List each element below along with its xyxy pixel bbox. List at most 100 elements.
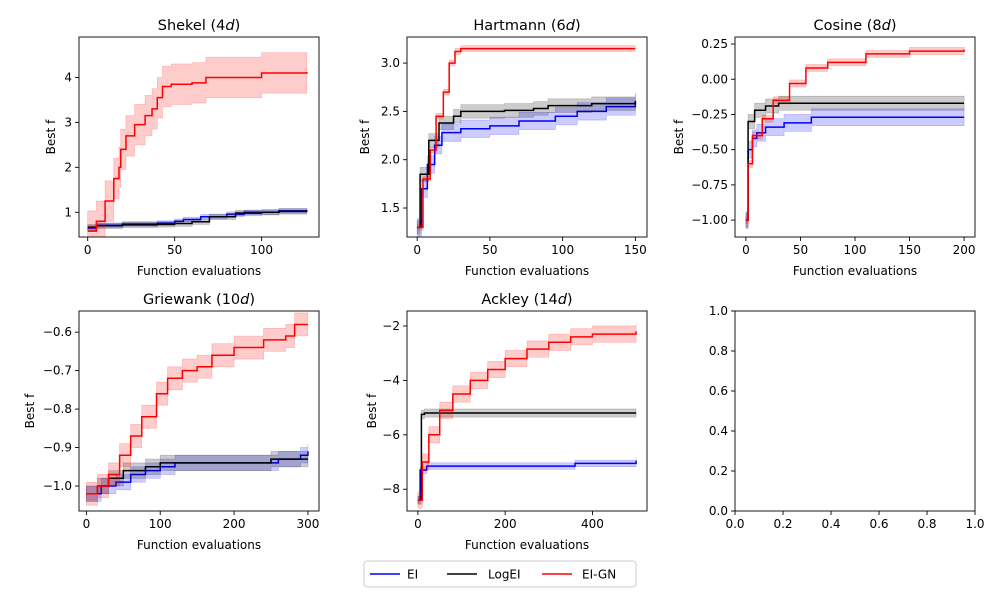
y-tick-label: −0.25 (691, 107, 728, 121)
axes-frame (406, 36, 648, 238)
x-tick-label: 0 (83, 517, 91, 531)
panel-title-variable: d (558, 292, 568, 308)
x-tick-label: 100 (250, 243, 273, 257)
panel-title-variable: d (225, 18, 235, 34)
x-tick-label: 150 (898, 243, 921, 257)
x-tick-label: 0 (84, 243, 92, 257)
band-ei-gn (86, 312, 309, 506)
x-tick-label: 0.2 (773, 517, 792, 531)
y-axis-label: Best f (358, 119, 372, 154)
panel-title-variable: d (240, 292, 250, 308)
plot-area (87, 51, 308, 237)
x-tick-label: 0.6 (869, 517, 888, 531)
y-tick-label: 0.6 (709, 384, 728, 398)
y-tick-label: 0.00 (701, 72, 728, 86)
panel-griewank-10: 0 100 200 300 −1.0 −0.9 −0.8 −0.7 −0.6 Function e… (23, 292, 320, 552)
y-tick-label: 2.0 (381, 153, 400, 167)
axes-frame (734, 36, 976, 238)
panel-title-text: Cosine (8 (813, 18, 881, 34)
x-tick-label: 0.4 (821, 517, 840, 531)
y-tick-label: 0.25 (701, 37, 728, 51)
panel-title-text: Griewank (10 (143, 292, 240, 308)
series-line-ei-gn (417, 331, 637, 501)
x-tick-label: 150 (624, 243, 647, 257)
y-tick-label: −4 (382, 373, 400, 387)
series-line-ei (417, 460, 637, 501)
x-axis-label: Function evaluations (793, 264, 917, 278)
panel-empty-panel: 0.0 0.2 0.4 0.6 0.8 1.0 0.0 0.2 0.4 0.6 0.8 1.0 (709, 304, 985, 531)
y-tick-label: 0.2 (709, 464, 728, 478)
x-tick-label: 100 (844, 243, 867, 257)
x-tick-label: 100 (149, 517, 172, 531)
panel-title: Hartmann (6d) (473, 18, 580, 34)
y-tick-label: −2 (382, 319, 400, 333)
legend-label-ei: EI (407, 568, 418, 582)
y-tick-label: 2.5 (381, 104, 400, 118)
panel-title: Shekel (4d) (158, 18, 241, 34)
panel-title: Cosine (8d) (813, 18, 896, 34)
panel-title-suffix: ) (249, 292, 255, 308)
panel-title-suffix: ) (567, 292, 573, 308)
legend: EI LogEI EI-GN (363, 560, 637, 588)
y-axis-label: Best f (365, 393, 379, 428)
series-line-logei (417, 412, 637, 501)
y-tick-label: 1.5 (381, 201, 400, 215)
y-tick-label: 3.0 (381, 56, 400, 70)
x-tick-label: 0 (413, 243, 421, 257)
y-tick-label: 2 (64, 160, 72, 174)
x-tick-label: 100 (551, 243, 574, 257)
panel-title-text: Shekel (4 (158, 18, 226, 34)
panel-title-text: Ackley (14 (481, 292, 557, 308)
band-logei (417, 408, 637, 505)
legend-label-ei-gn: EI-GN (582, 568, 616, 582)
y-tick-label: 0.0 (709, 504, 728, 518)
x-axis-label: Function evaluations (137, 538, 261, 552)
plot-area (745, 46, 965, 229)
y-tick-label: −1.0 (43, 479, 72, 493)
y-tick-label: −6 (382, 428, 400, 442)
y-tick-label: −1.00 (691, 213, 728, 227)
y-tick-label: −0.9 (43, 441, 72, 455)
axes-frame (78, 36, 320, 238)
x-axis-label: Function evaluations (465, 538, 589, 552)
x-tick-label: 50 (793, 243, 808, 257)
x-axis-label: Function evaluations (137, 264, 261, 278)
series-line-ei-gn (86, 323, 308, 495)
y-axis-label: Best f (672, 119, 686, 154)
y-axis-label: Best f (23, 393, 37, 428)
y-tick-label: −0.7 (43, 364, 72, 378)
series-line-ei-gn (417, 47, 636, 229)
plot-area (416, 45, 637, 237)
panel-title-variable: d (566, 18, 576, 34)
series-line-logei (417, 100, 637, 229)
x-tick-label: 200 (223, 517, 246, 531)
x-axis-label: Function evaluations (465, 264, 589, 278)
panel-title-suffix: ) (575, 18, 581, 34)
x-tick-label: 0 (414, 517, 422, 531)
y-tick-label: −0.75 (691, 178, 728, 192)
panel-ackley-14: 0 200 400 −8 −6 −4 −2 Function evaluations Best … (365, 292, 648, 552)
y-tick-label: 3 (64, 115, 72, 129)
panel-title-suffix: ) (235, 18, 241, 34)
band-ei (417, 457, 637, 504)
axes-frame (406, 310, 648, 512)
plot-area (86, 312, 309, 506)
panel-title-text: Hartmann (6 (473, 18, 565, 34)
x-tick-label: 200 (494, 517, 517, 531)
panels: 0 50 100 1 2 3 4 Function evaluations Best f Shek… (23, 18, 985, 552)
y-tick-label: 0.8 (709, 344, 728, 358)
panel-title-variable: d (882, 18, 892, 34)
x-tick-label: 1.0 (965, 517, 984, 531)
x-tick-label: 400 (581, 517, 604, 531)
x-tick-label: 300 (296, 517, 319, 531)
y-tick-label: −8 (382, 482, 400, 496)
series-line-logei (87, 210, 307, 228)
legend-frame (363, 560, 637, 588)
y-tick-label: −0.6 (43, 325, 72, 339)
y-tick-label: 1 (64, 205, 72, 219)
legend-label-logei: LogEI (488, 568, 521, 582)
x-tick-label: 200 (953, 243, 976, 257)
panel-title: Ackley (14d) (481, 292, 572, 308)
series-line-ei-gn (745, 49, 965, 221)
